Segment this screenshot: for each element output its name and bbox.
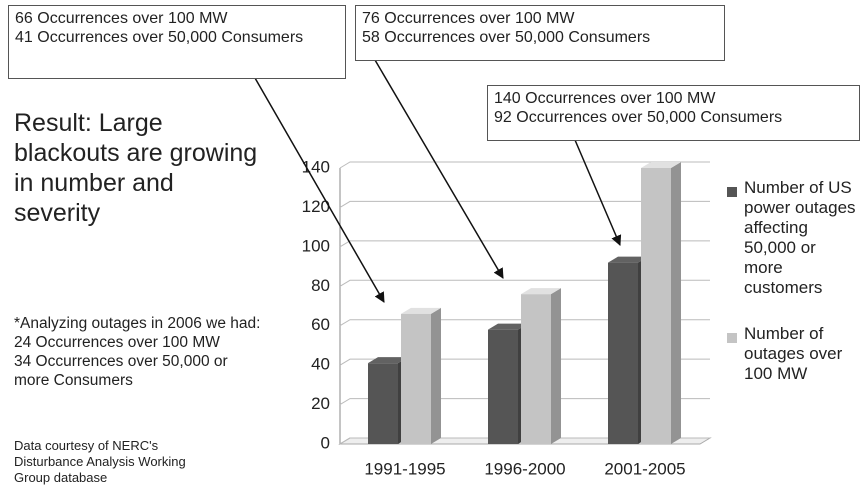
y-tick-label: 120	[302, 197, 330, 216]
note: *Analyzing outages in 2006 we had: 24 Oc…	[14, 314, 274, 390]
y-tick-label: 60	[311, 315, 330, 334]
legend-label: Number of US power outages affecting 50,…	[744, 178, 856, 297]
grid-line	[339, 161, 710, 169]
x-tick-label: 1991-1995	[364, 459, 445, 478]
annotation-line: 92 Occurrences over 50,000 Consumers	[494, 109, 783, 126]
bar-top	[521, 288, 561, 295]
grid-line	[339, 319, 710, 327]
bar-side	[431, 307, 441, 444]
note-line: *Analyzing outages in 2006 we had:	[14, 315, 261, 332]
grid-line	[339, 437, 710, 445]
bar-side	[551, 288, 561, 444]
grid-line	[339, 398, 710, 406]
bar	[521, 294, 551, 444]
axis	[339, 168, 351, 445]
annotation-box: 76 Occurrences over 100 MW 58 Occurrence…	[355, 5, 725, 61]
bar-top	[608, 256, 648, 263]
y-tick-label: 20	[311, 394, 330, 413]
bar	[368, 363, 398, 444]
bar-top	[641, 162, 681, 168]
bar-top	[368, 357, 408, 364]
y-tick-label: 100	[302, 236, 330, 255]
arrow	[374, 59, 504, 279]
bar	[488, 329, 518, 444]
y-tick-label: 40	[311, 355, 330, 374]
annotation-box: 66 Occurrences over 100 MW 41 Occurrence…	[8, 5, 346, 79]
grid-line	[339, 358, 710, 366]
bar-top	[488, 323, 528, 330]
grid-line	[339, 240, 710, 248]
annotation-line: 76 Occurrences over 100 MW	[362, 10, 575, 27]
grid-line	[339, 279, 710, 287]
grid-line	[339, 200, 710, 208]
bar-side	[671, 162, 681, 444]
annotation-line: 140 Occurrences over 100 MW	[494, 90, 716, 107]
x-tick-label: 2001-2005	[604, 459, 685, 478]
result-text: Result: Large blackouts are growing in n…	[14, 109, 258, 227]
annotation-line: 41 Occurrences over 50,000 Consumers	[15, 29, 304, 46]
bar	[641, 168, 671, 444]
note-line: 34 Occurrences over 50,000 or more Consu…	[14, 353, 228, 389]
bar	[608, 262, 638, 444]
legend-swatch	[727, 187, 737, 197]
note-line: 24 Occurrences over 100 MW	[14, 334, 220, 351]
bar	[401, 313, 431, 444]
legend-swatch	[727, 333, 737, 343]
x-tick-label: 1996-2000	[484, 459, 565, 478]
arrow	[254, 77, 385, 303]
y-tick-label: 80	[311, 276, 330, 295]
arrow	[574, 139, 622, 246]
source: Data courtesy of NERC's Disturbance Anal…	[14, 438, 186, 485]
annotation-line: 58 Occurrences over 50,000 Consumers	[362, 29, 651, 46]
bar-top	[401, 307, 441, 314]
y-tick-label: 0	[321, 433, 330, 452]
legend-label: Number of outages over 100 MW	[744, 324, 843, 383]
annotation-box: 140 Occurrences over 100 MW 92 Occurrenc…	[487, 85, 860, 141]
annotation-line: 66 Occurrences over 100 MW	[15, 10, 228, 27]
